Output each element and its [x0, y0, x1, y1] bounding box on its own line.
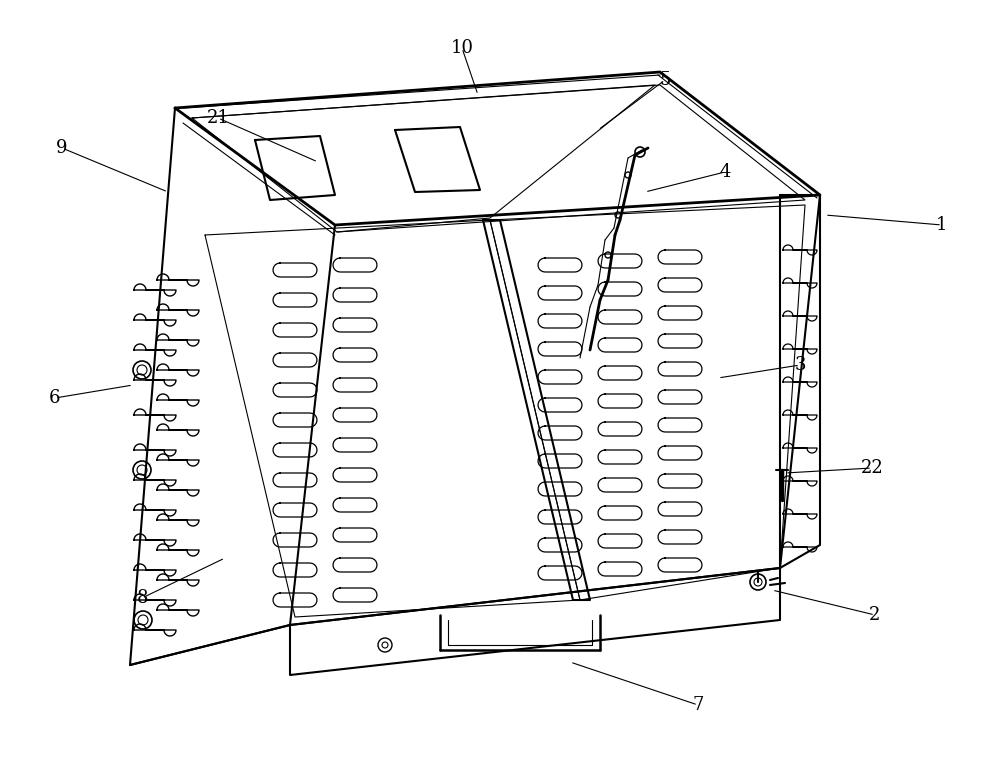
- Text: 5: 5: [659, 71, 671, 89]
- Text: 2: 2: [869, 606, 881, 624]
- Text: 8: 8: [136, 589, 148, 607]
- Text: 3: 3: [794, 356, 806, 374]
- Text: 1: 1: [936, 216, 948, 234]
- Text: 22: 22: [861, 459, 883, 477]
- Text: 4: 4: [719, 163, 731, 181]
- Text: 7: 7: [692, 696, 704, 714]
- Text: 21: 21: [207, 109, 229, 127]
- Text: 9: 9: [56, 139, 68, 157]
- Text: 6: 6: [49, 389, 61, 407]
- Text: 10: 10: [450, 39, 474, 57]
